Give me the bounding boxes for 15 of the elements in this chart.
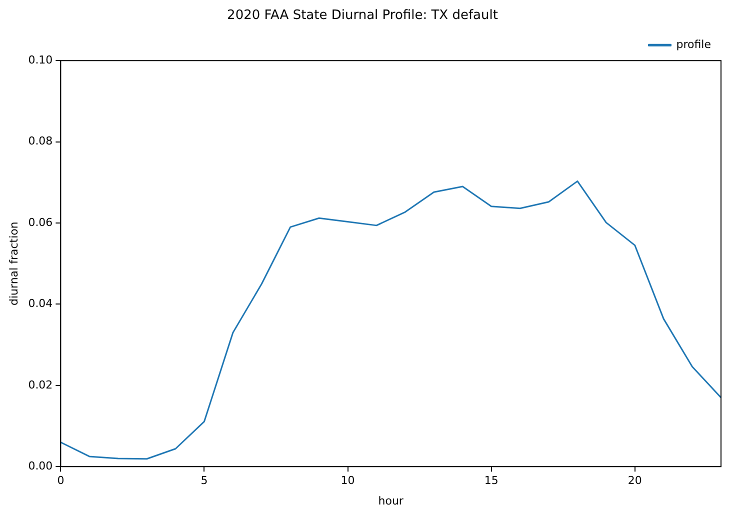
x-tick-label: 5 — [200, 474, 208, 488]
x-tick-label: 10 — [340, 474, 355, 488]
y-tick-label: 0.00 — [28, 459, 53, 472]
legend-label: profile — [676, 38, 712, 51]
y-axis-title: diurnal fraction — [7, 222, 20, 306]
x-axis-title: hour — [378, 494, 404, 508]
chart-title: 2020 FAA State Diurnal Profile: TX default — [227, 8, 498, 24]
x-tick-label: 20 — [628, 474, 642, 488]
y-tick-label: 0.08 — [28, 134, 53, 148]
x-tick-label: 15 — [484, 474, 498, 488]
x-tick-label: 0 — [57, 474, 64, 488]
y-tick-label: 0.04 — [28, 297, 53, 310]
y-tick-label: 0.10 — [28, 53, 53, 66]
y-tick-label: 0.06 — [28, 216, 53, 229]
y-tick-label: 0.02 — [28, 378, 53, 392]
